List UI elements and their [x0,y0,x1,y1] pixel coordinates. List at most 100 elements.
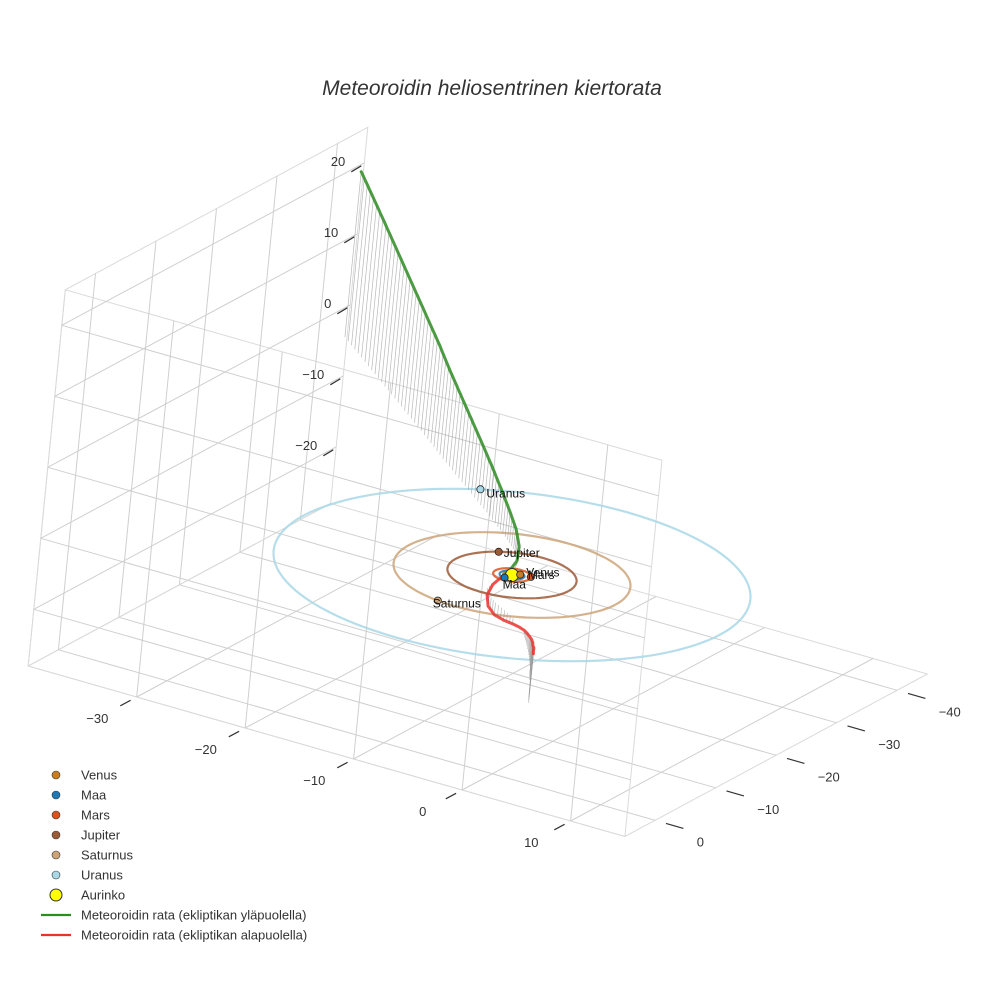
orbit-saturnus [392,531,632,619]
stem-line [494,483,500,524]
legend-dot-icon [51,850,61,860]
legend-item[interactable]: Saturnus [51,848,134,863]
stem-line [452,393,461,471]
floor-grid-y [58,649,656,821]
legend-item[interactable]: Uranus [51,868,123,883]
planet-uranus [476,485,485,494]
back-wall-edge [27,289,663,838]
stem-line [511,522,515,546]
stem-line [489,471,495,517]
stem-line [410,306,423,419]
stem-line [361,204,377,358]
legend-label: Uranus [81,868,123,883]
stem-line [400,286,414,407]
stem-line [507,512,511,540]
stem-line [424,333,435,435]
legend-sun-icon [49,888,63,902]
stem-line [344,171,362,338]
planet-label: Jupiter [504,546,540,560]
stem-line [458,406,467,479]
z-tick-label: 20 [331,154,345,169]
stem-line [347,178,365,342]
legend-dot-icon [51,830,61,840]
x-tick-mark [445,792,457,800]
stem-line [467,426,475,490]
stem-line [497,605,499,617]
legend-label: Aurinko [81,888,125,903]
z-tick-mark [329,378,341,386]
stem-line [509,517,513,543]
stem-line [474,439,481,498]
x-tick-label: −10 [303,773,325,788]
stem-line [377,238,393,379]
axis-ticks: −30 −20 −10 0 10 −40 −30 −20 −10 0 −20 −10 0 10 20 [86,154,960,850]
z-tick-mark [343,236,355,244]
legend-item[interactable]: Venus [51,768,118,783]
stem-line [414,313,426,423]
stem-line [480,452,487,506]
side-wall-edge [27,126,369,667]
stem-line [407,299,420,415]
legend-label: Jupiter [81,828,121,843]
stem-line [397,279,411,403]
legend-item[interactable]: Aurinko [49,888,125,903]
y-tick-label: −40 [939,704,961,719]
legend-item[interactable]: Mars [51,808,110,823]
x-tick-label: −20 [195,742,217,757]
y-tick-mark [726,790,745,797]
stem-line [528,638,532,658]
legend[interactable]: Venus Maa Mars Jupiter Saturnus Uranus Aurinko… [41,768,307,943]
y-tick-label: −10 [757,802,779,817]
side-wall-grid-z [47,304,351,468]
x-tick-mark [554,823,565,831]
stem-line [504,506,509,537]
z-tick-mark [336,307,348,315]
back-wall-grid-z [61,324,659,497]
stem-line [433,353,444,447]
trajectory-below [485,575,536,656]
planet-label: Mars [528,568,555,582]
stem-line [354,191,371,350]
y-tick-label: −20 [818,769,840,784]
stem-line [464,419,472,486]
z-tick-label: 0 [324,296,331,311]
stem-line [368,218,384,367]
y-tick-label: 0 [697,834,704,849]
planet-venus [516,570,525,579]
stem-line [455,399,464,475]
y-tick-mark [665,822,684,829]
legend-item[interactable]: Jupiter [51,828,121,843]
back-wall-grid-z [54,395,652,568]
back-wall-grid-x [461,413,500,791]
back-wall-grid-z [33,608,631,781]
legend-item[interactable]: Meteoroidin rata (ekliptikan yläpuolella… [41,908,306,923]
back-wall-grid-z [47,466,645,639]
stem-line [528,637,531,655]
legend-label: Meteoroidin rata (ekliptikan yläpuolella… [81,908,306,923]
floor-grid-y [179,584,777,756]
side-wall-grid-y [178,208,217,585]
back-wall-grid-x [570,444,609,822]
stem-line [528,653,534,703]
stem-line [417,319,429,427]
stem-line [500,607,502,619]
planet-mars [526,572,535,581]
legend-label: Saturnus [81,848,134,863]
floor-grid-y [118,616,716,789]
legend-item[interactable]: Meteoroidin rata (ekliptikan alapuolella… [41,928,307,943]
legend-label: Venus [81,768,118,783]
planet-maa [500,573,509,582]
stem-line [394,272,408,399]
legend-dot-icon [51,770,61,780]
stem-line [442,373,452,459]
back-wall-grid-x [353,382,392,760]
legend-dot-icon [51,790,61,800]
planet-label: Uranus [486,486,525,500]
stem-line [528,636,531,652]
x-tick-label: −30 [86,711,108,726]
planet-saturnus [433,596,442,605]
legend-item[interactable]: Maa [51,788,107,803]
x-tick-label: 10 [524,835,538,850]
x-tick-mark [337,761,348,769]
